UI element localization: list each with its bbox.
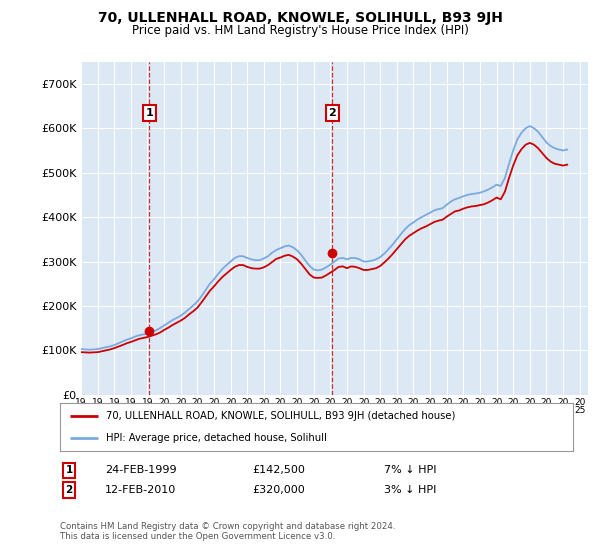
Text: 1: 1 [65, 465, 73, 475]
Text: 7% ↓ HPI: 7% ↓ HPI [384, 465, 437, 475]
Text: £320,000: £320,000 [252, 485, 305, 495]
Text: 2: 2 [328, 108, 336, 118]
Text: £142,500: £142,500 [252, 465, 305, 475]
Text: 1: 1 [146, 108, 154, 118]
Text: 70, ULLENHALL ROAD, KNOWLE, SOLIHULL, B93 9JH: 70, ULLENHALL ROAD, KNOWLE, SOLIHULL, B9… [98, 11, 502, 25]
Text: Price paid vs. HM Land Registry's House Price Index (HPI): Price paid vs. HM Land Registry's House … [131, 24, 469, 36]
Text: Contains HM Land Registry data © Crown copyright and database right 2024.
This d: Contains HM Land Registry data © Crown c… [60, 522, 395, 542]
Text: HPI: Average price, detached house, Solihull: HPI: Average price, detached house, Soli… [106, 433, 327, 443]
Text: 3% ↓ HPI: 3% ↓ HPI [384, 485, 436, 495]
Text: 24-FEB-1999: 24-FEB-1999 [105, 465, 176, 475]
Text: 2: 2 [65, 485, 73, 495]
Text: 70, ULLENHALL ROAD, KNOWLE, SOLIHULL, B93 9JH (detached house): 70, ULLENHALL ROAD, KNOWLE, SOLIHULL, B9… [106, 411, 455, 421]
Text: 12-FEB-2010: 12-FEB-2010 [105, 485, 176, 495]
